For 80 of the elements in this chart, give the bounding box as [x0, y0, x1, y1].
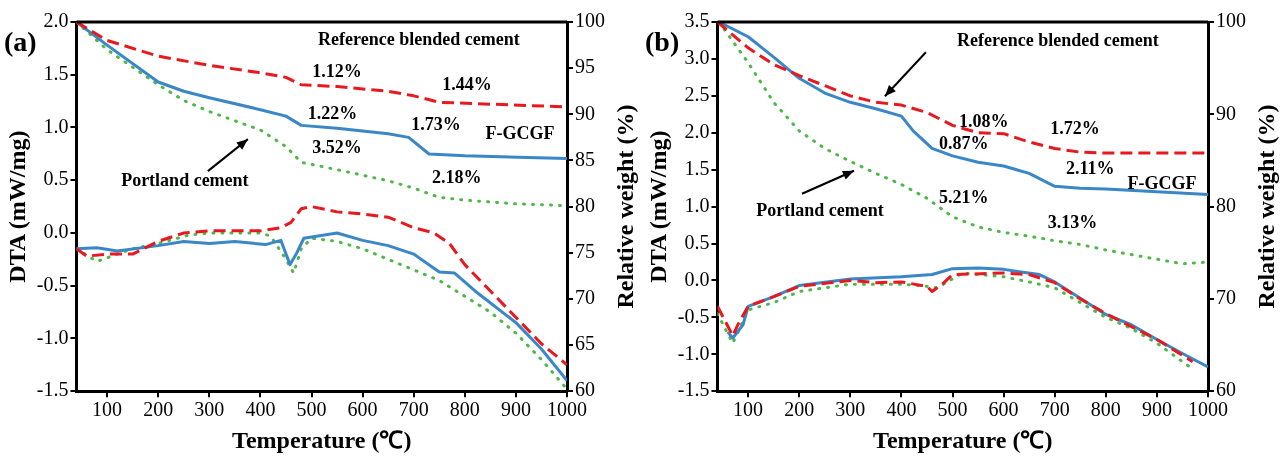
y-tick-label: 3.5	[684, 9, 710, 32]
x-tick-label: 800	[449, 398, 480, 421]
y2-tick-label: 75	[575, 240, 595, 262]
y-tick-label: 1.0	[684, 193, 710, 216]
y2-tick-label: 95	[575, 55, 595, 78]
annotation: 3.52%	[312, 137, 362, 158]
annotation: 2.11%	[1066, 158, 1115, 179]
y-tick-label: 0.0	[684, 267, 710, 290]
annotation: 1.22%	[307, 103, 358, 124]
x-tick-label: 100	[92, 398, 123, 421]
y2-axis-title: Relative weight (%)	[612, 104, 639, 309]
y-tick-label: -1.5	[36, 378, 69, 401]
y-tick-label: 2.0	[684, 120, 710, 143]
x-tick-label: 400	[886, 398, 917, 421]
annotation: Portland cement	[121, 169, 249, 190]
y-tick-label: -0.5	[677, 304, 710, 327]
annotation: F-GCGF	[485, 122, 555, 143]
annotation: 5.21%	[938, 187, 989, 208]
y-tick-label: 0.0	[43, 220, 69, 243]
x-tick-label: 600	[988, 398, 1019, 421]
y-tick-label: 2.0	[43, 9, 69, 32]
annotation: 0.87%	[938, 133, 989, 154]
x-axis-title: Temperature (℃)	[873, 426, 1053, 453]
y-tick-label: 3.0	[684, 46, 710, 69]
x-tick-label: 800	[1090, 398, 1121, 421]
x-tick-label: 1000	[547, 398, 587, 421]
x-tick-label: 500	[296, 398, 327, 421]
y2-tick-label: 90	[1216, 101, 1236, 124]
annotation: Portland cement	[756, 200, 884, 221]
y2-tick-label: 70	[1216, 286, 1236, 309]
x-tick-label: 300	[835, 398, 866, 421]
annotation: Reference blended cement	[957, 29, 1159, 50]
y-tick-label: 1.5	[684, 156, 710, 179]
x-tick-label: 100	[733, 398, 764, 421]
y-tick-label: -1.0	[36, 325, 69, 348]
x-tick-label: 900	[1141, 398, 1172, 421]
annotation: 3.13%	[1047, 212, 1098, 233]
x-tick-label: 200	[784, 398, 815, 421]
x-tick-label: 900	[500, 398, 531, 421]
annotation: 1.12%	[312, 61, 362, 82]
x-tick-label: 700	[1039, 398, 1070, 421]
y2-tick-label: 60	[575, 378, 595, 401]
y2-tick-label: 65	[575, 332, 595, 355]
x-axis-title: Temperature (℃)	[232, 426, 412, 453]
y-tick-label: 1.0	[43, 114, 69, 137]
x-tick-label: 500	[937, 398, 968, 421]
annotation: 1.73%	[411, 114, 461, 135]
y-tick-label: 1.5	[43, 61, 69, 84]
chart-title: (a)	[4, 26, 37, 58]
annotation: 2.18%	[431, 166, 482, 187]
y-tick-label: -1.5	[677, 378, 710, 401]
annotation: 1.44%	[442, 73, 492, 94]
y2-axis-title: Relative weight (%)	[1253, 104, 1280, 309]
x-tick-label: 400	[245, 398, 276, 421]
y2-tick-label: 100	[1216, 9, 1246, 32]
y2-tick-label: 100	[575, 9, 605, 32]
y-tick-label: -0.5	[36, 272, 69, 295]
y2-tick-label: 80	[1216, 193, 1236, 216]
x-tick-label: 300	[194, 398, 225, 421]
y-axis-title: DTA (mW/mg)	[644, 130, 671, 283]
y2-tick-label: 60	[1216, 378, 1236, 401]
x-tick-label: 700	[398, 398, 429, 421]
y-tick-label: 2.5	[684, 83, 710, 106]
y2-tick-label: 90	[575, 101, 595, 124]
y-tick-label: 0.5	[684, 230, 710, 253]
x-tick-label: 600	[347, 398, 378, 421]
chart-title: (b)	[645, 26, 680, 58]
x-tick-label: 200	[143, 398, 174, 421]
y-tick-label: 0.5	[43, 167, 69, 190]
annotation: F-GCGF	[1127, 173, 1197, 194]
line-series	[76, 205, 567, 367]
y-axis-title: DTA (mW/mg)	[3, 130, 30, 283]
y-tick-label: -1.0	[677, 341, 710, 364]
annotation: 1.08%	[959, 111, 1009, 132]
x-tick-label: 1000	[1188, 398, 1228, 421]
y2-tick-label: 80	[575, 193, 595, 216]
annotation: Reference blended cement	[318, 28, 520, 49]
y2-tick-label: 85	[575, 147, 595, 170]
y2-tick-label: 70	[575, 286, 595, 309]
annotation: 1.72%	[1050, 118, 1100, 139]
